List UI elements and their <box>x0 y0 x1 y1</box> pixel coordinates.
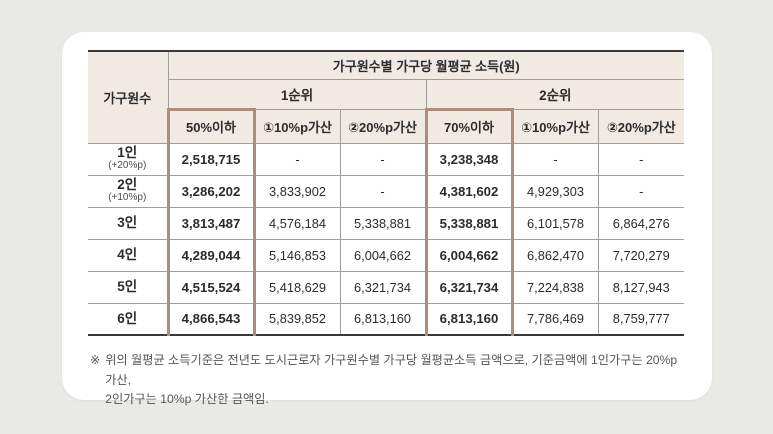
value-cell: 5,839,852 <box>253 302 341 336</box>
footnote-line-2: 2인가구는 10%p 가산한 금액임. <box>105 392 269 407</box>
footnote-marker: ※ <box>90 353 101 367</box>
value-cell: - <box>511 142 599 176</box>
value-cell: 8,127,943 <box>597 270 684 304</box>
table-row-2person: 2인 (+10%p) 3,286,202 3,833,902 - 4,381,6… <box>88 174 684 208</box>
row-label: 3인 <box>88 206 169 240</box>
value-cell-highlight: 6,004,662 <box>424 238 514 272</box>
value-cell: 6,813,160 <box>339 302 427 336</box>
value-cell-highlight: 4,381,602 <box>424 174 514 208</box>
value-cell: 5,418,629 <box>253 270 341 304</box>
value-cell: 8,759,777 <box>597 302 684 336</box>
row-label-main: 3인 <box>117 214 138 230</box>
value-cell-highlight: 3,813,487 <box>166 206 256 240</box>
table-row-5person: 5인 4,515,524 5,418,629 6,321,734 6,321,7… <box>88 270 684 304</box>
row-label: 4인 <box>88 238 169 272</box>
col-header-rank1-10p: ①10%p가산 <box>253 108 341 144</box>
value-cell: 3,833,902 <box>253 174 341 208</box>
col-header-50pct: 50%이하 <box>166 107 256 144</box>
value-cell-highlight: 6,321,734 <box>424 270 514 304</box>
value-cell: 6,101,578 <box>511 206 599 240</box>
footnote-line-1: 위의 월평균 소득기준은 전년도 도시근로자 가구원수별 가구당 월평균소득 금… <box>105 353 678 387</box>
header-rank-1: 1순위 <box>168 78 427 110</box>
table-row-4person: 4인 4,289,044 5,146,853 6,004,662 6,004,6… <box>88 238 684 272</box>
value-cell: - <box>597 142 684 176</box>
value-cell: 7,720,279 <box>597 238 684 272</box>
footnote-text: 위의 월평균 소득기준은 전년도 도시근로자 가구원수별 가구당 월평균소득 금… <box>105 351 684 410</box>
row-label: 2인 (+10%p) <box>88 174 169 208</box>
row-label: 6인 <box>88 302 169 336</box>
value-cell: 7,786,469 <box>511 302 599 336</box>
table-row-3person: 3인 3,813,487 4,576,184 5,338,881 5,338,8… <box>88 206 684 240</box>
value-cell: 6,004,662 <box>339 238 427 272</box>
value-cell-highlight: 4,515,524 <box>166 270 256 304</box>
value-cell: 5,146,853 <box>253 238 341 272</box>
value-cell-highlight: 5,338,881 <box>424 206 514 240</box>
row-label: 1인 (+20%p) <box>88 142 169 176</box>
row-label-main: 1인 <box>117 145 138 161</box>
row-label-sub: (+20%p) <box>108 160 147 172</box>
value-cell: - <box>253 142 341 176</box>
income-table: 가구원수 가구원수별 가구당 월평균 소득(원) 1순위 2순위 50%이하 ①… <box>88 50 684 336</box>
row-label: 5인 <box>88 270 169 304</box>
value-cell: 4,929,303 <box>511 174 599 208</box>
value-cell: 4,576,184 <box>253 206 341 240</box>
table-row-1person: 1인 (+20%p) 2,518,715 - - 3,238,348 - - <box>88 142 684 176</box>
col-header-rank2-20p: ②20%p가산 <box>597 108 684 144</box>
row-label-main: 4인 <box>117 246 138 262</box>
value-cell: 6,321,734 <box>339 270 427 304</box>
value-cell: - <box>339 174 427 208</box>
row-label-main: 6인 <box>117 310 138 326</box>
header-table-title: 가구원수별 가구당 월평균 소득(원) <box>167 50 684 80</box>
value-cell: - <box>339 142 427 176</box>
value-cell-highlight: 3,286,202 <box>166 174 256 208</box>
header-rank-2: 2순위 <box>425 78 684 110</box>
row-label-sub: (+10%p) <box>108 192 147 204</box>
col-header-rank1-20p: ②20%p가산 <box>339 108 427 144</box>
header-household-size: 가구원수 <box>88 50 169 144</box>
table-row-6person: 6인 4,866,543 5,839,852 6,813,160 6,813,1… <box>88 302 684 336</box>
col-header-rank2-10p: ①10%p가산 <box>511 108 599 144</box>
value-cell-highlight: 2,518,715 <box>166 142 256 176</box>
col-header-70pct: 70%이하 <box>424 107 514 144</box>
value-cell: 6,862,470 <box>511 238 599 272</box>
row-label-main: 5인 <box>117 278 138 294</box>
value-cell: 5,338,881 <box>339 206 427 240</box>
value-cell-highlight: 3,238,348 <box>424 142 514 176</box>
value-cell-highlight: 4,866,543 <box>166 302 256 336</box>
value-cell-highlight: 6,813,160 <box>424 302 514 336</box>
value-cell-highlight: 4,289,044 <box>166 238 256 272</box>
value-cell: 7,224,838 <box>511 270 599 304</box>
value-cell: - <box>597 174 684 208</box>
value-cell: 6,864,276 <box>597 206 684 240</box>
footnote: ※ 위의 월평균 소득기준은 전년도 도시근로자 가구원수별 가구당 월평균소득… <box>90 351 684 410</box>
row-label-main: 2인 <box>117 177 138 193</box>
income-table-card: 가구원수 가구원수별 가구당 월평균 소득(원) 1순위 2순위 50%이하 ①… <box>62 32 712 406</box>
